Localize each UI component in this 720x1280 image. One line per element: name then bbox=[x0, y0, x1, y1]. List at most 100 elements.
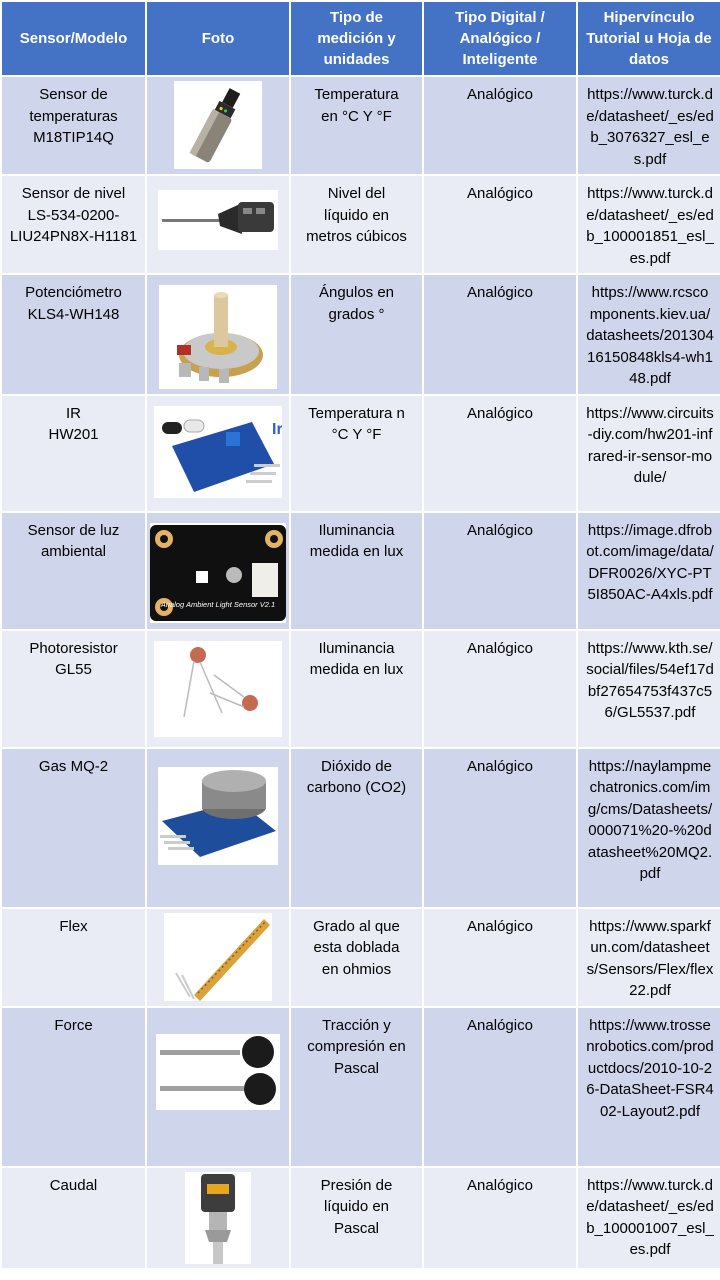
datasheet-link[interactable]: https://www.rcscomponents.kiev.ua/datash… bbox=[586, 284, 714, 387]
sensor-cell: Sensor de temperaturas M18TIP14Q bbox=[0, 75, 147, 176]
table-row: Caudal Presión de líquido en Pascal Anal… bbox=[0, 1165, 720, 1270]
svg-text:Analog Ambient Light Sensor V2: Analog Ambient Light Sensor V2.1 bbox=[160, 600, 275, 609]
svg-text:Ir: Ir bbox=[272, 421, 282, 438]
photo-cell bbox=[145, 1005, 291, 1168]
sensor-name: Gas MQ-2 bbox=[38, 757, 109, 775]
datasheet-link[interactable]: https://naylampmechatronics.com/img/cms/… bbox=[587, 757, 713, 883]
table-row: Sensor de nivel LS-534-0200-LIU24PN8X-H1… bbox=[0, 174, 720, 275]
type-cell: Analógico bbox=[422, 273, 578, 396]
table-row: Flex Grado al que esta doblada en ohmios… bbox=[0, 906, 720, 1008]
measurement-cell: Dióxido de carbono (CO2) bbox=[289, 746, 424, 909]
sensor-name: Sensor de temperaturas M18TIP14Q bbox=[29, 86, 118, 146]
type-text: Analógico bbox=[467, 404, 533, 422]
header-row: Sensor/Modelo Foto Tipo de medición y un… bbox=[0, 0, 720, 77]
measurement-cell: Ángulos en grados ° bbox=[289, 273, 424, 396]
link-cell[interactable]: https://www.turck.de/datasheet/_es/edb_3… bbox=[576, 75, 720, 176]
ambient-light-sensor-icon: Analog Ambient Light Sensor V2.1 bbox=[150, 522, 286, 623]
type-text: Analógico bbox=[467, 86, 533, 103]
header-sensor: Sensor/Modelo bbox=[0, 0, 147, 77]
type-text: Analógico bbox=[467, 185, 533, 202]
datasheet-link[interactable]: https://www.kth.se/social/files/54ef17db… bbox=[586, 639, 714, 722]
sensor-name: Sensor de nivel LS-534-0200-LIU24PN8X-H1… bbox=[9, 185, 138, 245]
table-row: Gas MQ-2 Dióxido de carbono (CO2) bbox=[0, 746, 720, 909]
measurement-cell: Presión de líquido en Pascal bbox=[289, 1165, 424, 1270]
link-cell[interactable]: https://www.sparkfun.com/datasheets/Sens… bbox=[576, 906, 720, 1008]
sensor-name: Force bbox=[54, 1016, 93, 1034]
measurement-text: Iluminancia medida en lux bbox=[309, 639, 404, 679]
datasheet-link[interactable]: https://www.turck.de/datasheet/_es/edb_1… bbox=[586, 1176, 714, 1259]
type-cell: Analógico bbox=[422, 1005, 578, 1168]
measurement-text: Tracción y compresión en Pascal bbox=[307, 1016, 406, 1077]
table-row: Force Tracción y compresión en Pascal An… bbox=[0, 1005, 720, 1168]
type-text: Analógico bbox=[467, 1016, 533, 1034]
datasheet-link[interactable]: https://www.turck.de/datasheet/_es/edb_1… bbox=[586, 185, 714, 267]
sensor-cell: Potenciómetro KLS4-WH148 bbox=[0, 273, 147, 396]
type-cell: Analógico bbox=[422, 510, 578, 631]
measurement-cell: Tracción y compresión en Pascal bbox=[289, 1005, 424, 1168]
photo-cell bbox=[145, 75, 291, 176]
type-cell: Analógico bbox=[422, 75, 578, 176]
ir-sensor-icon: Ir bbox=[154, 405, 282, 498]
measurement-text: Ángulos en grados ° bbox=[318, 284, 395, 323]
link-cell[interactable]: https://image.dfrobot.com/image/data/DFR… bbox=[576, 510, 720, 631]
link-cell[interactable]: https://www.kth.se/social/files/54ef17db… bbox=[576, 628, 720, 749]
photo-cell: Ir bbox=[145, 393, 291, 513]
measurement-text: Iluminancia medida en lux bbox=[309, 521, 404, 561]
datasheet-link[interactable]: https://image.dfrobot.com/image/data/DFR… bbox=[586, 521, 714, 604]
table-row: IR HW201 Ir Temperatura bbox=[0, 393, 720, 513]
photo-cell bbox=[145, 1165, 291, 1270]
measurement-cell: Iluminancia medida en lux bbox=[289, 628, 424, 749]
level-sensor-icon bbox=[158, 190, 278, 250]
photo-cell bbox=[145, 906, 291, 1008]
link-cell[interactable]: https://naylampmechatronics.com/img/cms/… bbox=[576, 746, 720, 909]
measurement-text: Dióxido de carbono (CO2) bbox=[306, 757, 407, 797]
sensor-cell: Caudal bbox=[0, 1165, 147, 1270]
datasheet-link[interactable]: https://www.circuits-diy.com/hw201-infra… bbox=[586, 404, 714, 487]
measurement-text: Grado al que esta doblada en ohmios bbox=[313, 917, 400, 978]
measurement-text: Temperatura n °C Y °F bbox=[308, 404, 405, 444]
sensor-name: Sensor de luz ambiental bbox=[27, 521, 120, 561]
temperature-sensor-icon bbox=[174, 81, 262, 169]
gas-sensor-icon bbox=[158, 766, 278, 865]
datasheet-link[interactable]: https://www.sparkfun.com/datasheets/Sens… bbox=[586, 917, 714, 1000]
table-row: Potenciómetro KLS4-WH148 bbox=[0, 273, 720, 396]
sensor-cell: Flex bbox=[0, 906, 147, 1008]
type-text: Analógico bbox=[467, 757, 533, 775]
link-cell[interactable]: https://www.rcscomponents.kiev.ua/datash… bbox=[576, 273, 720, 396]
sensor-cell: Sensor de nivel LS-534-0200-LIU24PN8X-H1… bbox=[0, 174, 147, 275]
measurement-text: Temperatura en °C Y °F bbox=[314, 86, 399, 125]
force-sensor-icon bbox=[156, 1033, 280, 1110]
measurement-cell: Grado al que esta doblada en ohmios bbox=[289, 906, 424, 1008]
potentiometer-icon bbox=[159, 285, 277, 389]
sensor-name: IR HW201 bbox=[48, 404, 99, 444]
sensor-cell: Sensor de luz ambiental bbox=[0, 510, 147, 631]
link-cell[interactable]: https://www.turck.de/datasheet/_es/edb_1… bbox=[576, 174, 720, 275]
sensor-cell: Force bbox=[0, 1005, 147, 1168]
table-row: Sensor de temperaturas M18TIP14Q bbox=[0, 75, 720, 176]
link-cell[interactable]: https://www.circuits-diy.com/hw201-infra… bbox=[576, 393, 720, 513]
photo-cell: Analog Ambient Light Sensor V2.1 bbox=[145, 510, 291, 631]
link-cell[interactable]: https://www.trossenrobotics.com/productd… bbox=[576, 1005, 720, 1168]
datasheet-link[interactable]: https://www.trossenrobotics.com/productd… bbox=[586, 1016, 714, 1120]
photo-cell bbox=[145, 174, 291, 275]
header-medicion: Tipo de medición y unidades bbox=[289, 0, 424, 77]
type-text: Analógico bbox=[467, 284, 533, 301]
type-text: Analógico bbox=[467, 521, 533, 539]
flow-sensor-icon bbox=[185, 1171, 251, 1264]
type-cell: Analógico bbox=[422, 1165, 578, 1270]
type-text: Analógico bbox=[467, 917, 533, 935]
measurement-cell: Temperatura en °C Y °F bbox=[289, 75, 424, 176]
sensor-name: Caudal bbox=[49, 1176, 98, 1194]
sensor-cell: IR HW201 bbox=[0, 393, 147, 513]
link-cell[interactable]: https://www.turck.de/datasheet/_es/edb_1… bbox=[576, 1165, 720, 1270]
measurement-text: Nivel del líquido en metros cúbicos bbox=[306, 185, 407, 245]
measurement-text: Presión de líquido en Pascal bbox=[320, 1176, 393, 1237]
sensor-cell: Photoresistor GL55 bbox=[0, 628, 147, 749]
sensor-name: Photoresistor GL55 bbox=[29, 639, 118, 679]
datasheet-link[interactable]: https://www.turck.de/datasheet/_es/edb_3… bbox=[586, 86, 714, 168]
type-text: Analógico bbox=[467, 639, 533, 657]
photoresistor-icon bbox=[154, 640, 282, 737]
photo-cell bbox=[145, 628, 291, 749]
type-cell: Analógico bbox=[422, 174, 578, 275]
type-cell: Analógico bbox=[422, 746, 578, 909]
